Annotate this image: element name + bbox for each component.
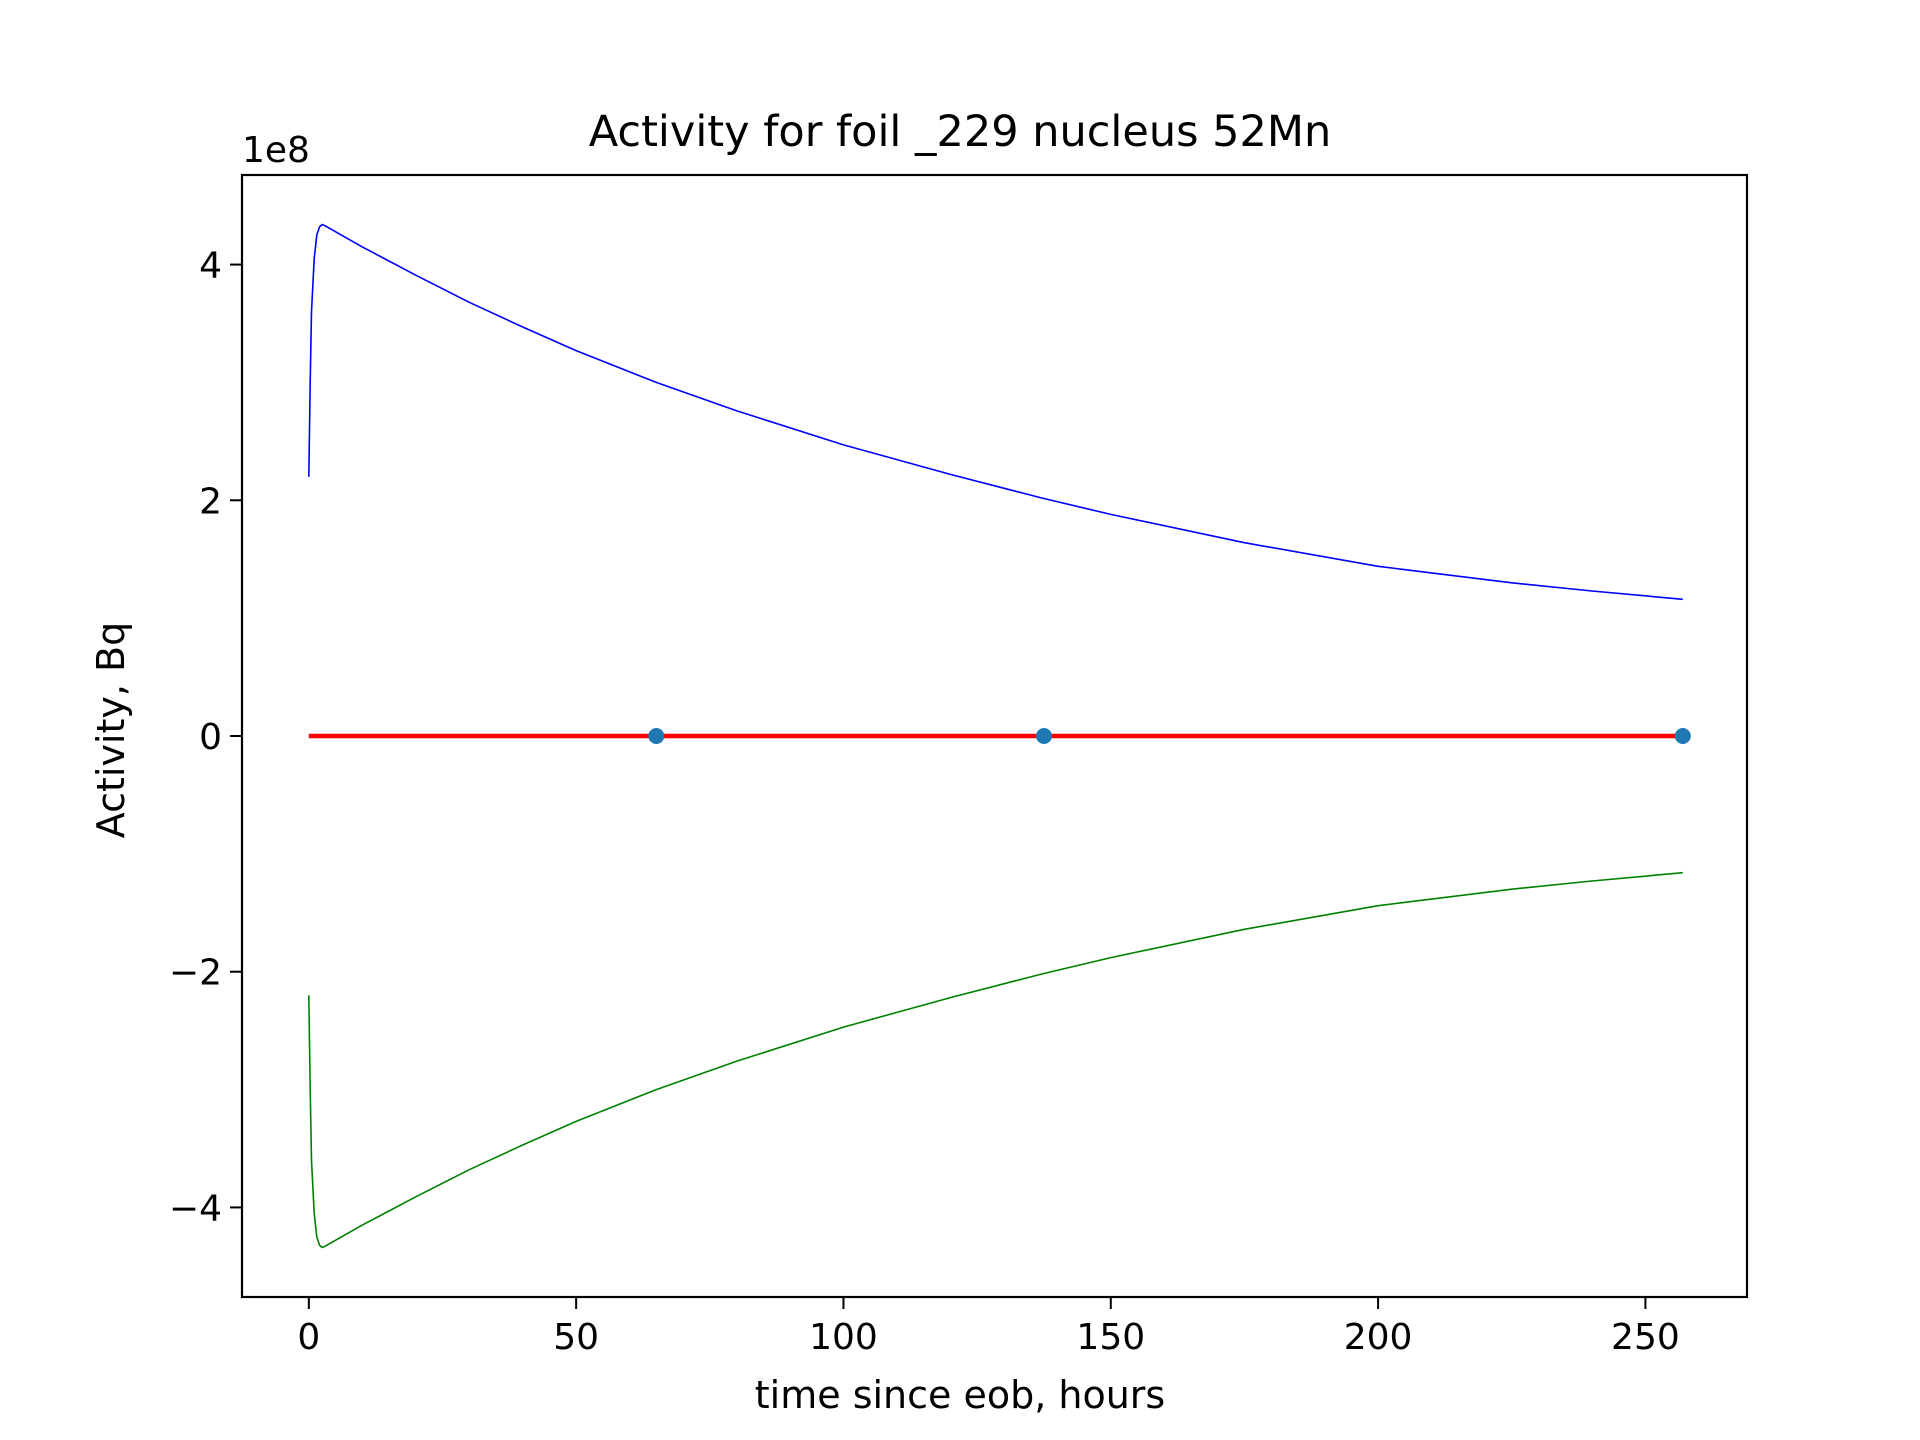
chart-title: Activity for foil _229 nucleus 52Mn — [589, 107, 1331, 157]
y-tick-label: −4 — [169, 1188, 222, 1229]
x-axis-label: time since eob, hours — [755, 1373, 1165, 1417]
plot-area — [308, 223, 1691, 1249]
x-tick-label: 50 — [553, 1317, 599, 1358]
data-point-1 — [1036, 728, 1052, 744]
y-tick-label: 4 — [199, 246, 222, 287]
data-point-2 — [1674, 728, 1691, 744]
x-tick-label: 250 — [1611, 1317, 1680, 1358]
data-point-0 — [648, 728, 665, 744]
series-line-0 — [308, 223, 1683, 601]
x-tick-label: 200 — [1344, 1317, 1413, 1358]
y-offset-label: 1e8 — [242, 130, 310, 171]
y-tick-label: −2 — [169, 953, 222, 994]
series-line-1 — [308, 871, 1683, 1249]
plot-frame — [240, 173, 1749, 1299]
x-axis-ticks: 0 50 100 150 200 250 — [297, 1297, 1680, 1358]
x-tick-label: 0 — [297, 1317, 320, 1358]
x-tick-label: 150 — [1076, 1317, 1145, 1358]
y-tick-label: 0 — [199, 717, 222, 758]
y-axis-label: Activity, Bq — [89, 622, 133, 838]
x-tick-label: 100 — [809, 1317, 878, 1358]
y-tick-label: 2 — [199, 481, 222, 522]
y-axis-ticks: −4 −2 0 2 4 — [169, 246, 242, 1229]
